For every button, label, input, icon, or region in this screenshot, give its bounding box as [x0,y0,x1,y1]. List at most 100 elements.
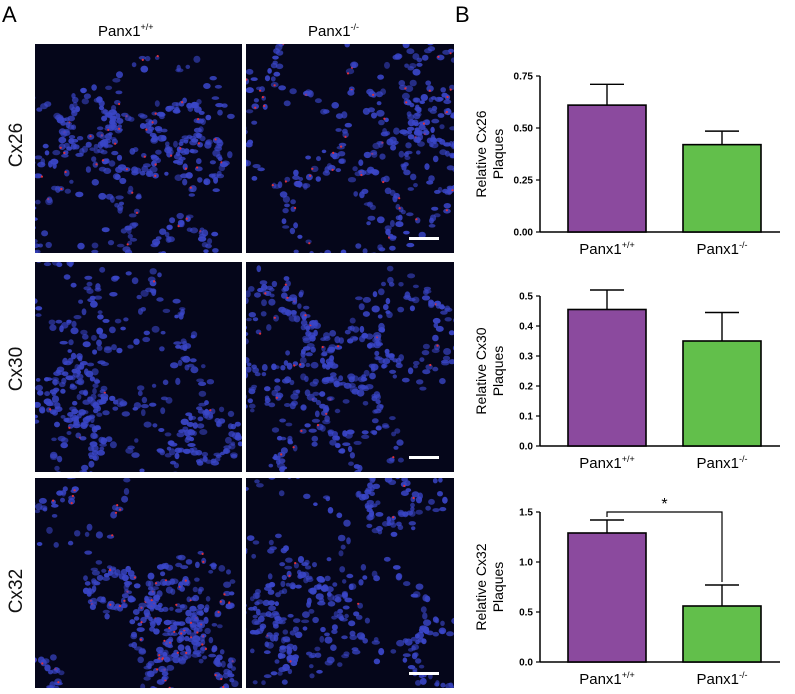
nucleus-mark [85,141,92,148]
nucleus-mark [365,333,374,340]
category-sup: +/+ [622,454,635,464]
nucleus-mark [188,193,195,197]
nucleus-mark [102,410,110,416]
plaque-mark [294,562,297,565]
nucleus-mark [376,216,385,224]
nucleus-mark [189,227,199,234]
nucleus-mark [185,64,191,69]
nucleus-mark [407,273,416,279]
nucleus-mark [287,435,293,442]
nucleus-mark [51,437,57,442]
nucleus-mark [58,670,65,676]
nucleus-mark [342,131,349,138]
nucleus-mark [362,311,370,317]
nucleus-mark [382,521,390,527]
nucleus-mark [191,331,198,339]
nucleus-mark [154,100,160,107]
nucleus-mark [276,458,281,465]
nucleus-mark [143,609,150,616]
nucleus-mark [340,544,346,550]
category-label: Panx1-/- [696,670,747,688]
nucleus-mark [304,389,311,397]
nucleus-mark [416,62,423,67]
nucleus-mark [212,248,219,253]
nucleus-mark [406,242,415,248]
nucleus-mark [112,173,121,180]
nucleus-mark [281,636,286,644]
nucleus-mark [416,137,421,144]
nucleus-mark [442,355,451,361]
plaque-mark [126,243,129,246]
plaque-mark [196,166,199,169]
nucleus-mark [251,553,257,559]
nucleus-mark [182,178,188,186]
nucleus-mark [362,248,368,253]
nucleus-mark [156,679,165,685]
nucleus-mark [432,631,439,637]
nucleus-mark [280,580,286,588]
plaque-mark [445,110,448,114]
nucleus-mark [367,343,373,349]
nucleus-mark [41,230,49,237]
nucleus-mark [227,410,235,417]
nucleus-mark [44,664,51,672]
nucleus-mark [112,406,119,411]
nucleus-mark [402,638,409,643]
nucleus-mark [282,629,289,635]
plaque-mark [412,496,415,500]
nucleus-mark [250,596,255,602]
nucleus-mark [354,469,362,472]
nucleus-mark [246,68,254,75]
nucleus-mark [246,142,253,148]
nucleus-mark [179,344,188,350]
nucleus-mark [163,619,172,626]
nucleus-mark [428,175,435,182]
category-sup: +/+ [622,670,635,680]
nucleus-mark [61,322,69,329]
nucleus-mark [280,547,288,554]
plaque-mark [264,292,267,295]
nucleus-mark [358,303,365,311]
nucleus-mark [252,540,260,545]
nucleus-mark [335,382,343,387]
nucleus-mark [264,397,271,403]
nucleus-mark [79,148,85,155]
plaque-mark [114,142,117,145]
nucleus-mark [416,57,423,63]
nucleus-mark [116,154,123,161]
nucleus-mark [174,106,180,113]
plaque-mark [292,446,295,449]
nucleus-mark [123,488,130,495]
nucleus-mark [246,394,247,400]
nucleus-mark [342,579,347,584]
nucleus-mark [162,632,171,637]
nucleus-mark [331,629,338,635]
nucleus-mark [189,149,199,154]
nucleus-mark [254,372,261,377]
nucleus-mark [308,609,315,614]
nucleus-mark [434,617,440,624]
nucleus-mark [391,431,397,437]
nucleus-mark [271,427,280,433]
nucleus-mark [362,296,371,303]
nucleus-mark [427,107,433,112]
nucleus-mark [302,313,307,320]
nucleus-mark [275,50,284,56]
nucleus-mark [155,236,162,241]
nucleus-mark [293,222,298,229]
nucleus-mark [99,443,107,447]
plaque-mark [294,206,297,210]
nucleus-mark [292,175,300,181]
nucleus-mark [371,151,378,158]
nucleus-mark [230,423,237,430]
nucleus-mark [163,628,172,633]
nucleus-mark [324,632,330,637]
nucleus-mark [84,275,93,280]
nucleus-mark [109,292,118,297]
nucleus-mark [208,173,216,178]
plaque-mark [273,84,276,87]
nucleus-mark [88,460,95,468]
nucleus-mark [92,349,98,355]
nucleus-mark [405,85,414,92]
nucleus-mark [68,495,76,501]
